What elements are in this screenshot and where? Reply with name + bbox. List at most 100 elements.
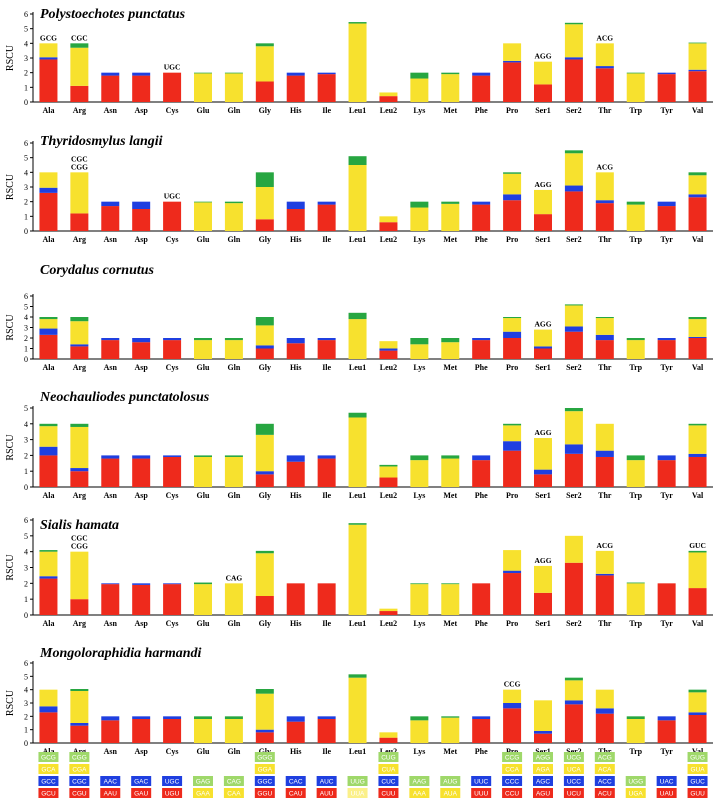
bar-segment-gly-2 <box>255 325 274 346</box>
bar-segment-met-0 <box>441 458 460 487</box>
x-tick-label: Gly <box>259 363 271 372</box>
legend-codon: AUG <box>443 779 457 786</box>
bar-segment-met-1 <box>441 583 460 585</box>
bar-segment-asp-0 <box>132 584 151 615</box>
bar-segment-thr-0 <box>595 456 614 487</box>
x-tick-label: Leu1 <box>349 491 366 500</box>
legend-codon: UGC <box>165 779 180 786</box>
y-tick-label: 5 <box>24 532 28 541</box>
legend-swatch-auc <box>316 776 337 786</box>
x-tick-label: Ile <box>322 619 331 628</box>
bar-segment-ala-2 <box>39 426 58 447</box>
codon-annotation: ACG <box>596 541 613 550</box>
x-tick-label: Leu1 <box>349 363 366 372</box>
x-tick-label: Thr <box>598 106 612 115</box>
x-tick-label: Asn <box>104 363 118 372</box>
bar-segment-glu-0 <box>194 340 212 359</box>
bar-segment-ser2-0 <box>564 191 583 231</box>
bar-segment-ser1-1 <box>534 61 552 85</box>
bar-segment-trp-0 <box>626 73 645 102</box>
panel-title: Corydalus cornutus <box>40 263 155 278</box>
bar-segment-ile-1 <box>317 338 336 341</box>
codon-annotation: AGG <box>534 320 551 329</box>
legend-swatch-uua <box>347 788 368 798</box>
x-tick-label: Glu <box>197 619 210 628</box>
bar-segment-leu2-0 <box>379 222 398 231</box>
bar-segment-asp-1 <box>132 583 151 585</box>
bar-segment-gln-0 <box>224 73 243 102</box>
bar-segment-pro-2 <box>503 173 522 195</box>
bar-segment-arg-2 <box>70 43 89 48</box>
bar-segment-ala-2 <box>39 43 58 58</box>
legend-codon: GGU <box>257 791 272 798</box>
x-tick-label: Leu1 <box>349 235 366 244</box>
bar-segment-pro-1 <box>503 703 522 709</box>
x-tick-label: Lys <box>413 106 425 115</box>
bar-segment-asn-0 <box>101 720 120 743</box>
x-tick-label: Tyr <box>660 235 673 244</box>
legend-swatch-caa <box>223 788 244 798</box>
x-tick-label: Tyr <box>660 491 673 500</box>
bar-segment-phe-0 <box>472 75 491 102</box>
x-tick-label: Ser2 <box>566 747 582 756</box>
x-tick-label: His <box>290 619 302 628</box>
bar-segment-phe-1 <box>472 338 491 341</box>
bar-segment-met-0 <box>441 584 460 615</box>
bar-segment-lys-1 <box>410 716 429 721</box>
x-tick-label: Ile <box>322 106 331 115</box>
bar-segment-met-1 <box>441 72 460 75</box>
y-tick-label: 0 <box>24 739 28 748</box>
bar-segment-gly-2 <box>255 693 274 730</box>
y-tick-label: 5 <box>24 154 28 163</box>
bar-segment-met-1 <box>441 716 460 718</box>
bar-segment-glu-1 <box>194 338 212 341</box>
x-tick-label: Thr <box>598 235 612 244</box>
x-tick-label: Trp <box>629 235 642 244</box>
bar-segment-leu2-0 <box>379 737 398 743</box>
bar-segment-cys-0 <box>163 340 182 359</box>
bar-segment-pro-0 <box>503 338 522 359</box>
bar-segment-his-0 <box>286 461 305 487</box>
legend-codon: CUC <box>381 779 395 786</box>
legend-swatch-aag <box>409 776 430 786</box>
bar-segment-met-0 <box>441 203 460 231</box>
legend-codon: AAU <box>104 791 118 798</box>
bar-segment-arg-1 <box>70 723 89 726</box>
bar-segment-ile-1 <box>317 201 336 205</box>
legend-swatch-ccu <box>502 788 523 798</box>
bar-segment-lys-0 <box>410 460 429 487</box>
bar-segment-gly-1 <box>255 187 274 220</box>
bar-segment-tyr-0 <box>657 583 676 615</box>
bar-segment-ser2-0 <box>564 453 583 487</box>
legend-swatch-aga <box>533 764 553 774</box>
x-tick-label: Cys <box>166 619 179 628</box>
bar-segment-gln-1 <box>224 716 243 719</box>
codon-annotation: AGG <box>534 52 551 61</box>
x-tick-label: Gln <box>227 106 240 115</box>
legend-codon: GCU <box>41 791 56 798</box>
x-tick-label: Tyr <box>660 106 673 115</box>
bar-segment-ile-1 <box>317 716 336 719</box>
bar-segment-val-1 <box>688 194 707 198</box>
bar-segment-val-2 <box>688 319 707 337</box>
bar-segment-leu2-1 <box>379 348 398 351</box>
legend-codon: UAC <box>660 779 674 786</box>
legend-swatch-uuu <box>471 788 492 798</box>
y-tick-label: 4 <box>24 168 28 177</box>
legend-swatch-cug <box>378 752 399 762</box>
bar-segment-trp-1 <box>626 582 645 584</box>
legend-codon: AGG <box>536 755 550 762</box>
bar-segment-ile-0 <box>317 74 336 102</box>
bar-segment-gly-3 <box>255 317 274 326</box>
x-tick-label: Gly <box>259 106 271 115</box>
bar-segment-gln-0 <box>224 719 243 743</box>
bar-segment-ile-1 <box>317 72 336 75</box>
panel-title: Sialis hamata <box>40 518 119 533</box>
bar-segment-ser2-2 <box>564 411 583 445</box>
bar-segment-gly-0 <box>255 732 274 743</box>
x-tick-label: Arg <box>73 106 86 115</box>
bar-segment-leu1-0 <box>348 417 367 487</box>
legend-codon: UUA <box>351 791 365 798</box>
legend-codon: UCG <box>567 755 581 762</box>
x-tick-label: Leu1 <box>349 747 366 756</box>
